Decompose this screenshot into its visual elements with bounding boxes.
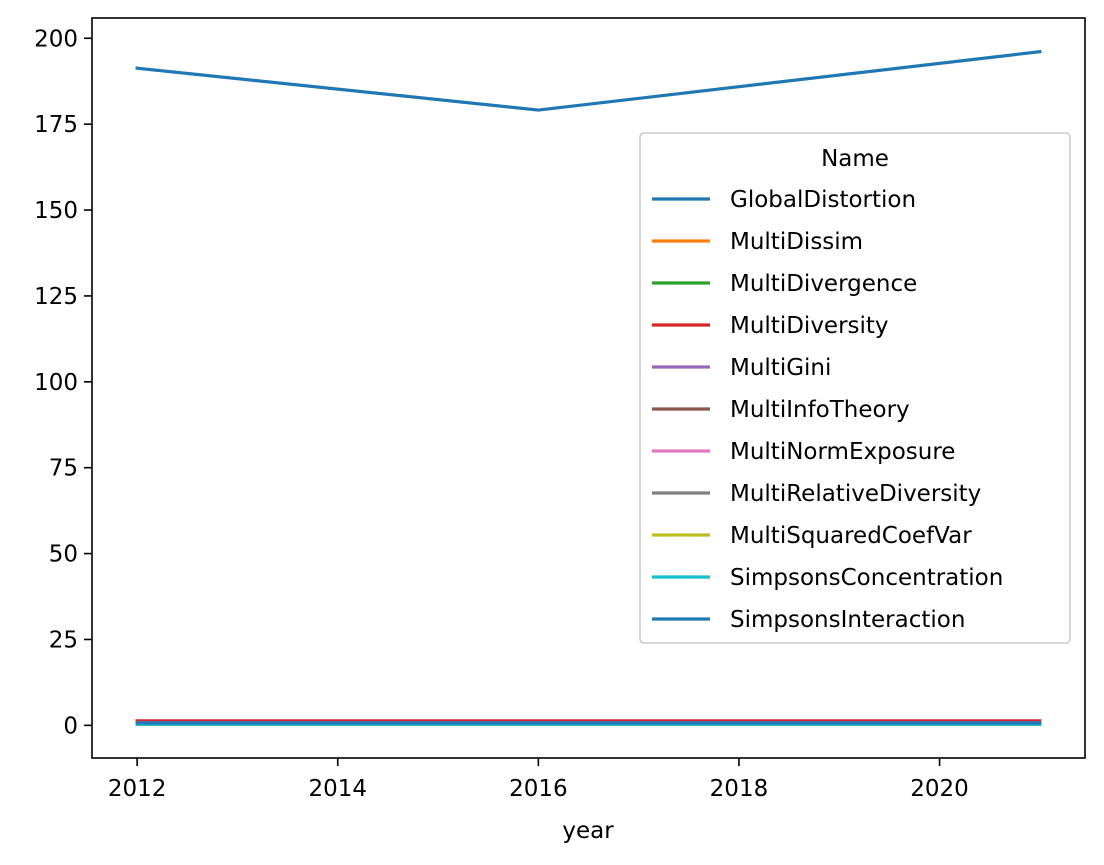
legend-label-SimpsonsInteraction: SimpsonsInteraction [730, 607, 965, 633]
x-axis: 2012 2014 2016 2018 2020 [108, 758, 969, 802]
y-tick-label: 100 [34, 370, 78, 396]
x-axis-label: year [562, 818, 614, 844]
x-tick-label: 2020 [910, 776, 969, 802]
legend: Name GlobalDistortion MultiDissim MultiDive… [639, 132, 1071, 644]
legend-label-GlobalDistortion: GlobalDistortion [730, 187, 916, 213]
series-layer [135, 49, 1042, 726]
y-axis: 0 25 50 75 100 125 150 175 200 [34, 26, 92, 739]
y-tick-label: 125 [34, 284, 78, 310]
x-tick-label: 2018 [710, 776, 769, 802]
x-tick-label: 2014 [308, 776, 367, 802]
legend-label-MultiInfoTheory: MultiInfoTheory [730, 397, 910, 423]
legend-label-MultiDivergence: MultiDivergence [730, 271, 917, 297]
legend-label-MultiGini: MultiGini [730, 355, 831, 381]
y-tick-label: 175 [34, 112, 78, 138]
legend-label-MultiRelativeDiversity: MultiRelativeDiversity [730, 481, 981, 507]
legend-label-MultiNormExposure: MultiNormExposure [730, 439, 955, 465]
legend-label-MultiSquaredCoefVar: MultiSquaredCoefVar [730, 523, 972, 549]
series-line-GlobalDistortion [135, 49, 1042, 112]
legend-box [639, 132, 1071, 644]
y-tick-label: 50 [49, 542, 78, 568]
legend-label-SimpsonsConcentration: SimpsonsConcentration [730, 565, 1003, 591]
plot-frame [91, 17, 1086, 759]
y-tick-label: 200 [34, 26, 78, 52]
y-tick-label: 0 [63, 713, 78, 739]
legend-label-MultiDissim: MultiDissim [730, 229, 863, 255]
x-tick-label: 2016 [509, 776, 568, 802]
legend-label-MultiDiversity: MultiDiversity [730, 313, 889, 339]
y-tick-label: 75 [49, 456, 78, 482]
y-tick-label: 150 [34, 198, 78, 224]
x-tick-label: 2012 [108, 776, 167, 802]
y-tick-label: 25 [49, 627, 78, 653]
legend-title: Name [821, 146, 889, 172]
